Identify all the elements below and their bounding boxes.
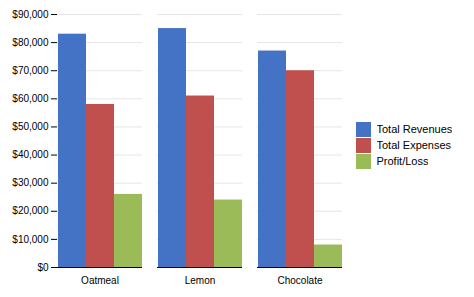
svg-text:$0: $0 bbox=[37, 262, 49, 273]
svg-text:Chocolate: Chocolate bbox=[277, 275, 322, 286]
html-text:Total Revenues: Total Revenues bbox=[376, 123, 453, 136]
svg-text:$10,000: $10,000 bbox=[12, 234, 49, 245]
svg-text:$70,000: $70,000 bbox=[12, 65, 49, 76]
svg-text:Lemon: Lemon bbox=[185, 275, 216, 286]
svg-text:$50,000: $50,000 bbox=[12, 121, 49, 132]
svg-text:$40,000: $40,000 bbox=[12, 149, 49, 160]
svg-text:$80,000: $80,000 bbox=[12, 37, 49, 48]
svg-text:$60,000: $60,000 bbox=[12, 93, 49, 104]
svg-text:$20,000: $20,000 bbox=[12, 205, 49, 216]
svg-text:$30,000: $30,000 bbox=[12, 177, 49, 188]
html-text:Profit/Loss: Profit/Loss bbox=[376, 155, 429, 168]
svg-text:Oatmeal: Oatmeal bbox=[81, 275, 119, 286]
html-text:Total Expenses: Total Expenses bbox=[376, 139, 452, 152]
svg-text:$90,000: $90,000 bbox=[12, 9, 49, 20]
